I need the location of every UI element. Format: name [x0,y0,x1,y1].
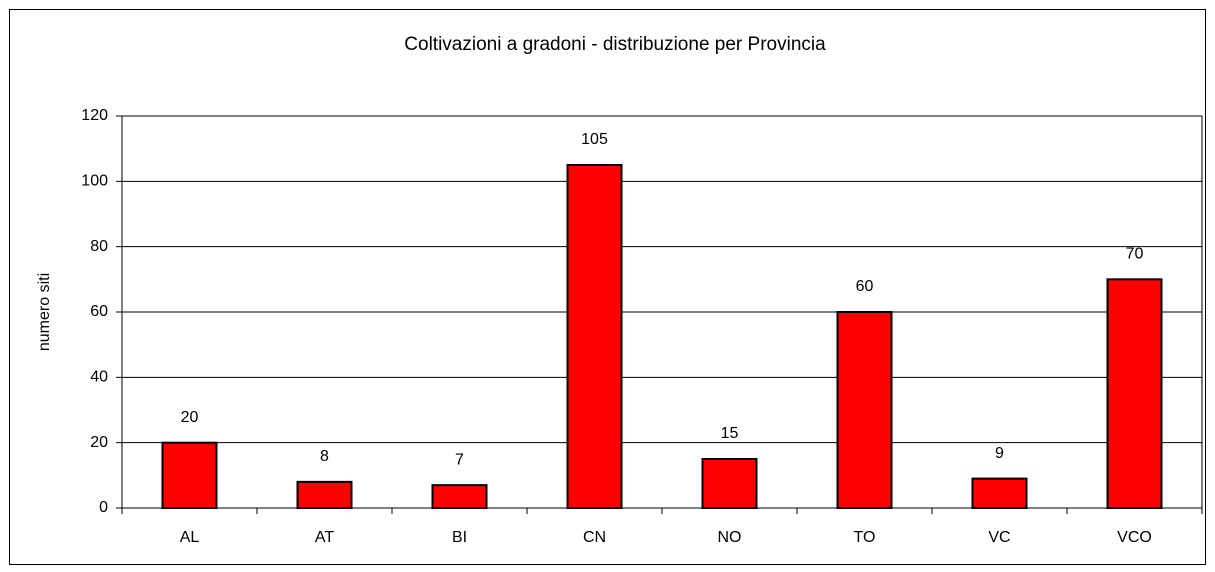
y-tick-label: 0 [99,499,108,516]
data-label: 8 [320,448,329,465]
data-label: 15 [721,425,739,442]
bar [701,458,758,509]
bar [971,477,1028,510]
y-tick-label: 40 [90,369,108,386]
bar [566,164,623,509]
bar [296,480,353,510]
x-tick-label: VC [988,529,1010,546]
data-label: 9 [995,445,1004,462]
y-tick-label: 20 [90,434,108,451]
y-tick-label: 80 [90,238,108,255]
bar [836,311,893,509]
x-tick-label: AT [315,529,334,546]
x-tick-label: NO [718,529,742,546]
x-tick-label: BI [452,529,467,546]
data-label: 20 [181,409,199,426]
data-label: 60 [856,278,874,295]
data-label: 105 [581,131,608,148]
x-tick-label: CN [583,529,606,546]
data-label: 70 [1126,246,1144,263]
y-axis-label: numero siti [36,273,53,351]
x-tick-label: VCO [1117,529,1152,546]
bar [1106,278,1163,510]
x-tick-label: TO [854,529,876,546]
bar [161,441,218,509]
x-tick-label: AL [180,529,200,546]
y-tick-label: 60 [90,303,108,320]
data-label: 7 [455,451,464,468]
y-tick-label: 120 [81,107,108,124]
y-tick-label: 100 [81,173,108,190]
chart-title: Coltivazioni a gradoni - distribuzione p… [404,34,826,55]
bar [431,484,488,509]
